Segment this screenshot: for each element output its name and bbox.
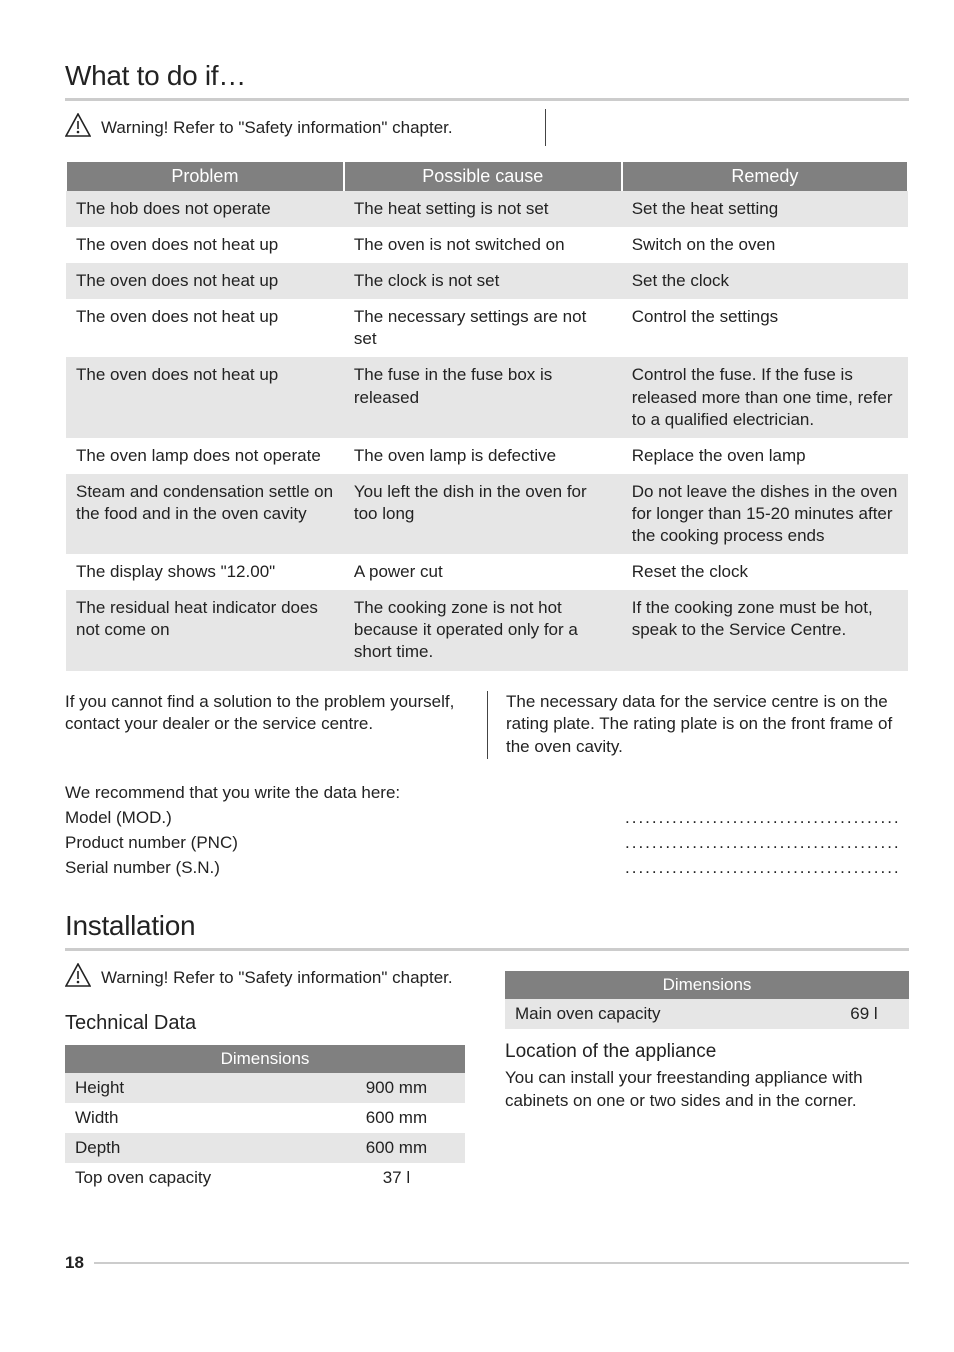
dim-value: 69 l [819, 999, 909, 1029]
warning-row: Warning! Refer to "Safety information" c… [65, 963, 465, 992]
dim-value: 600 mm [328, 1133, 465, 1163]
table-cell: Control the settings [622, 299, 908, 357]
troubleshoot-table: Problem Possible cause Remedy The hob do… [65, 162, 909, 671]
warning-rest: Refer to "Safety information" chapter. [168, 968, 452, 987]
data-line-label: Product number (PNC) [65, 833, 625, 853]
section-title-installation: Installation [65, 910, 909, 942]
table-row: Steam and condensation settle on the foo… [66, 474, 908, 554]
table-cell: A power cut [344, 554, 622, 590]
warning-bold: Warning! [101, 968, 168, 987]
table-row: The oven does not heat upThe fuse in the… [66, 357, 908, 437]
th-problem: Problem [66, 162, 344, 191]
table-cell: Do not leave the dishes in the oven for … [622, 474, 908, 554]
table-cell: Replace the oven lamp [622, 438, 908, 474]
warning-text: Warning! Refer to "Safety information" c… [101, 118, 453, 138]
table-cell: The oven is not switched on [344, 227, 622, 263]
note-left: If you cannot find a solution to the pro… [65, 691, 487, 760]
table-row: The oven does not heat upThe oven is not… [66, 227, 908, 263]
install-columns: Warning! Refer to "Safety information" c… [65, 963, 909, 1193]
table-cell: Switch on the oven [622, 227, 908, 263]
data-intro: We recommend that you write the data her… [65, 783, 625, 803]
th-remedy: Remedy [622, 162, 908, 191]
dimensions-table-right: Dimensions Main oven capacity69 l [505, 971, 909, 1029]
table-row: The residual heat indicator does not com… [66, 590, 908, 670]
rule [65, 98, 909, 101]
warning-icon [65, 963, 91, 992]
table-cell: The fuse in the fuse box is released [344, 357, 622, 437]
table-cell: The heat setting is not set [344, 191, 622, 227]
dim-value: 900 mm [328, 1073, 465, 1103]
table-row: Main oven capacity69 l [505, 999, 909, 1029]
table-row: The hob does not operateThe heat setting… [66, 191, 908, 227]
table-cell: The necessary settings are not set [344, 299, 622, 357]
dim-header: Dimensions [505, 971, 909, 999]
table-cell: The oven does not heat up [66, 263, 344, 299]
table-row: Top oven capacity37 l [65, 1163, 465, 1193]
table-cell: The clock is not set [344, 263, 622, 299]
location-text: You can install your freestanding applia… [505, 1067, 909, 1113]
table-cell: If the cooking zone must be hot, speak t… [622, 590, 908, 670]
page-footer: 18 [65, 1253, 909, 1273]
table-cell: The hob does not operate [66, 191, 344, 227]
table-row: The oven does not heat upThe clock is no… [66, 263, 908, 299]
table-row: Height900 mm [65, 1073, 465, 1103]
table-cell: Control the fuse. If the fuse is release… [622, 357, 908, 437]
warning-row: Warning! Refer to "Safety information" c… [65, 113, 909, 142]
dim-value: 600 mm [328, 1103, 465, 1133]
table-cell: The oven does not heat up [66, 227, 344, 263]
table-cell: The oven lamp does not operate [66, 438, 344, 474]
table-cell: You left the dish in the oven for too lo… [344, 474, 622, 554]
table-cell: Set the heat setting [622, 191, 908, 227]
data-line-label: Model (MOD.) [65, 808, 625, 828]
table-row: The oven lamp does not operateThe oven l… [66, 438, 908, 474]
technical-data-heading: Technical Data [65, 1012, 465, 1035]
dim-key: Top oven capacity [65, 1163, 328, 1193]
dim-key: Height [65, 1073, 328, 1103]
table-cell: The oven does not heat up [66, 357, 344, 437]
table-cell: The display shows "12.00" [66, 554, 344, 590]
warning-icon [65, 113, 91, 142]
dim-key: Width [65, 1103, 328, 1133]
rule [65, 948, 909, 951]
warning-text: Warning! Refer to "Safety information" c… [101, 968, 453, 988]
fill-dots: ........................................… [625, 858, 909, 878]
dim-key: Depth [65, 1133, 328, 1163]
install-left-col: Warning! Refer to "Safety information" c… [65, 963, 465, 1193]
table-cell: The oven does not heat up [66, 299, 344, 357]
location-heading: Location of the appliance [505, 1041, 909, 1063]
table-row: The oven does not heat upThe necessary s… [66, 299, 908, 357]
table-cell: The cooking zone is not hot because it o… [344, 590, 622, 670]
table-cell: Set the clock [622, 263, 908, 299]
footer-rule [94, 1262, 909, 1264]
section-title-troubleshoot: What to do if… [65, 60, 909, 92]
table-cell: The residual heat indicator does not com… [66, 590, 344, 670]
table-cell: Reset the clock [622, 554, 908, 590]
dim-value: 37 l [328, 1163, 465, 1193]
data-line-label: Serial number (S.N.) [65, 858, 625, 878]
table-cell: Steam and condensation settle on the foo… [66, 474, 344, 554]
user-data-block: We recommend that you write the data her… [65, 783, 909, 878]
fill-dots: ........................................… [625, 833, 909, 853]
warning-rest: Refer to "Safety information" chapter. [168, 118, 452, 137]
note-right: The necessary data for the service centr… [487, 691, 909, 760]
dim-header: Dimensions [65, 1045, 465, 1073]
dim-key: Main oven capacity [505, 999, 819, 1029]
warning-bold: Warning! [101, 118, 168, 137]
notes-columns: If you cannot find a solution to the pro… [65, 691, 909, 760]
table-row: The display shows "12.00"A power cutRese… [66, 554, 908, 590]
table-row: Width600 mm [65, 1103, 465, 1133]
install-right-col: Dimensions Main oven capacity69 l Locati… [505, 963, 909, 1193]
fill-dots: ........................................… [625, 808, 909, 828]
table-row: Depth600 mm [65, 1133, 465, 1163]
th-cause: Possible cause [344, 162, 622, 191]
table-cell: The oven lamp is defective [344, 438, 622, 474]
page-number: 18 [65, 1253, 84, 1273]
dimensions-table-left: Dimensions Height900 mmWidth600 mmDepth6… [65, 1045, 465, 1193]
